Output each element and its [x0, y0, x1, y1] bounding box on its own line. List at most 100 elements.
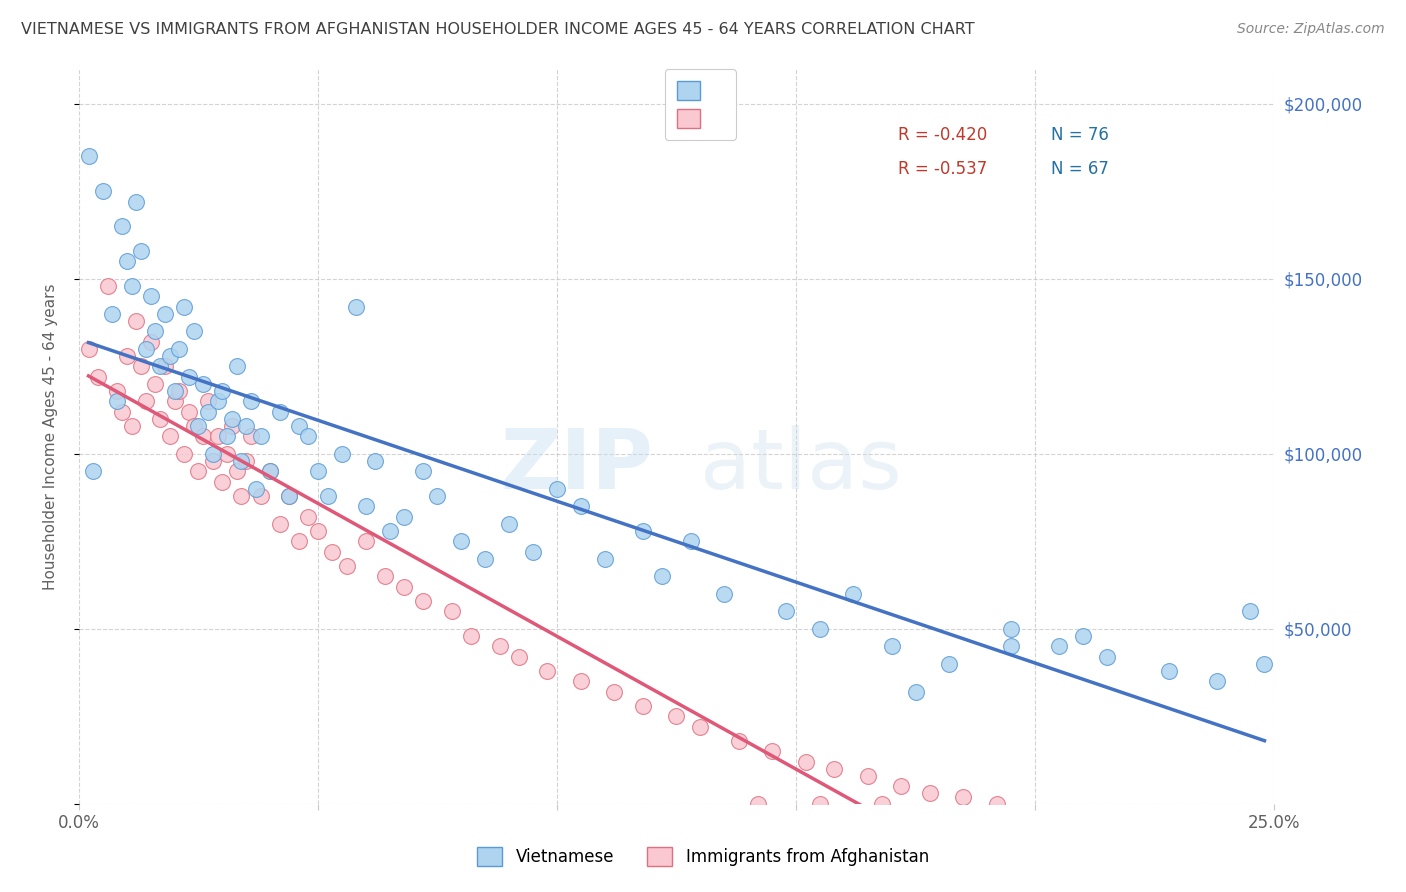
Point	[139, 289, 162, 303]
Point	[986, 797, 1008, 811]
Point	[412, 464, 434, 478]
Point	[689, 720, 711, 734]
Point	[1157, 664, 1180, 678]
Point	[121, 278, 143, 293]
Point	[569, 500, 592, 514]
Point	[297, 429, 319, 443]
Point	[101, 307, 124, 321]
Point	[259, 464, 281, 478]
Point	[727, 734, 749, 748]
Point	[221, 418, 243, 433]
Point	[498, 516, 520, 531]
Point	[105, 394, 128, 409]
Point	[135, 342, 157, 356]
Point	[426, 489, 449, 503]
Point	[808, 797, 831, 811]
Point	[890, 780, 912, 794]
Point	[177, 369, 200, 384]
Point	[105, 384, 128, 398]
Point	[163, 384, 186, 398]
Point	[364, 454, 387, 468]
Point	[211, 384, 233, 398]
Point	[307, 524, 329, 538]
Point	[249, 429, 271, 443]
Point	[1095, 649, 1118, 664]
Point	[1000, 640, 1022, 654]
Point	[278, 489, 301, 503]
Point	[201, 454, 224, 468]
Text: N = 76: N = 76	[1052, 126, 1109, 145]
Point	[173, 300, 195, 314]
Point	[201, 447, 224, 461]
Point	[231, 454, 253, 468]
Point	[225, 464, 247, 478]
Point	[259, 464, 281, 478]
Point	[665, 709, 688, 723]
Point	[225, 359, 247, 374]
Point	[569, 674, 592, 689]
Point	[235, 418, 257, 433]
Point	[288, 534, 311, 549]
Point	[1071, 629, 1094, 643]
Point	[125, 194, 148, 209]
Point	[546, 482, 568, 496]
Point	[129, 244, 152, 258]
Point	[159, 429, 181, 443]
Point	[169, 384, 191, 398]
Point	[129, 359, 152, 374]
Point	[193, 429, 215, 443]
Point	[115, 254, 138, 268]
Point	[145, 324, 167, 338]
Point	[149, 411, 172, 425]
Point	[115, 349, 138, 363]
Point	[374, 569, 396, 583]
Legend:   ,   : ,	[665, 70, 735, 140]
Point	[761, 744, 783, 758]
Point	[288, 418, 311, 433]
Point	[153, 359, 176, 374]
Point	[77, 342, 100, 356]
Point	[651, 569, 673, 583]
Point	[135, 394, 157, 409]
Point	[111, 219, 134, 233]
Point	[412, 594, 434, 608]
Point	[121, 418, 143, 433]
Point	[240, 394, 263, 409]
Text: Source: ZipAtlas.com: Source: ZipAtlas.com	[1237, 22, 1385, 37]
Point	[603, 685, 626, 699]
Point	[149, 359, 172, 374]
Point	[77, 149, 100, 163]
Point	[316, 489, 339, 503]
Text: R = -0.420: R = -0.420	[898, 126, 987, 145]
Point	[354, 500, 377, 514]
Point	[173, 447, 195, 461]
Point	[211, 475, 233, 489]
Point	[197, 394, 219, 409]
Point	[139, 334, 162, 349]
Text: R = -0.537: R = -0.537	[898, 160, 987, 178]
Point	[522, 545, 544, 559]
Point	[183, 324, 205, 338]
Point	[856, 769, 879, 783]
Point	[808, 622, 831, 636]
Point	[207, 429, 229, 443]
Point	[713, 587, 735, 601]
Point	[918, 787, 941, 801]
Point	[880, 640, 903, 654]
Point	[1047, 640, 1070, 654]
Point	[775, 604, 797, 618]
Point	[938, 657, 960, 671]
Point	[747, 797, 769, 811]
Point	[1239, 604, 1261, 618]
Point	[952, 789, 974, 804]
Point	[169, 342, 191, 356]
Point	[240, 429, 263, 443]
Point	[631, 698, 654, 713]
Point	[217, 429, 239, 443]
Text: ZIP: ZIP	[501, 425, 652, 506]
Point	[508, 649, 530, 664]
Point	[145, 376, 167, 391]
Point	[183, 418, 205, 433]
Point	[278, 489, 301, 503]
Point	[631, 524, 654, 538]
